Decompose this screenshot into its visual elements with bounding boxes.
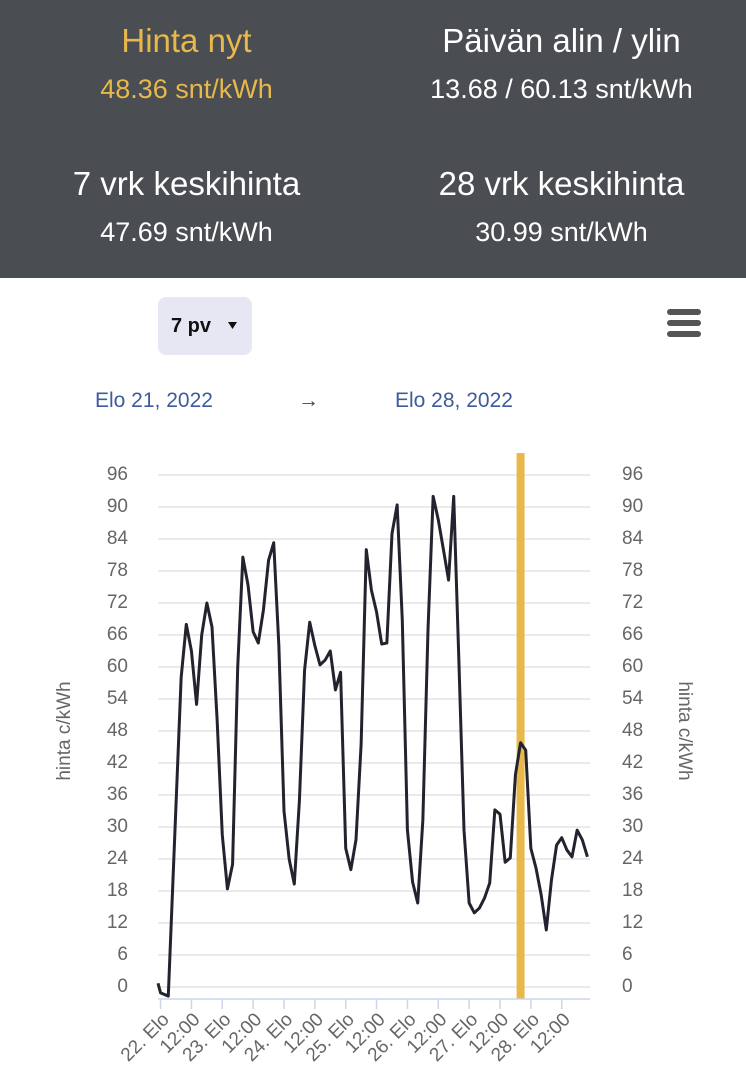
y2-tick-label: 54	[622, 688, 644, 709]
stat-title: Päivän alin / ylin	[442, 22, 681, 59]
y2-tick-label: 78	[622, 560, 643, 581]
stat-title: Hinta nyt	[121, 22, 252, 59]
header: Hinta nyt 48.36 snt/kWh Päivän alin / yli…	[0, 0, 746, 278]
y2-tick-label: 42	[622, 752, 643, 773]
stat: Hinta nyt 48.36 snt/kWh	[0, 22, 373, 105]
y-tick-label: 96	[107, 464, 128, 485]
y-axis-label: hinta c/kWh	[54, 681, 75, 780]
y2-tick-label: 84	[622, 528, 644, 549]
stat-value: 47.69 snt/kWh	[100, 217, 273, 247]
y2-tick-label: 90	[622, 496, 643, 517]
x-tick-label: 23. Elo	[179, 1009, 236, 1066]
period-label: 7 pv	[171, 315, 212, 337]
y2-tick-label: 0	[622, 976, 633, 997]
stat-title: 7 vrk keskihinta	[72, 165, 301, 202]
stat-value: 30.99 snt/kWh	[475, 217, 648, 247]
y-tick-label: 36	[107, 784, 128, 805]
stat: 7 vrk keskihinta 47.69 snt/kWh	[0, 165, 373, 248]
stat-value: 48.36 snt/kWh	[100, 74, 273, 104]
y-tick-label: 54	[107, 688, 129, 709]
y2-tick-label: 66	[622, 624, 643, 645]
range-end[interactable]: Elo 28, 2022	[395, 389, 513, 412]
x-tick-label: 27. Elo	[426, 1009, 483, 1066]
y-tick-label: 90	[107, 496, 128, 517]
period-button[interactable]: 7 pv	[158, 297, 252, 355]
y-tick-label: 24	[107, 848, 129, 869]
y-tick-label: 48	[107, 720, 128, 741]
y2-tick-label: 36	[622, 784, 643, 805]
x-tick-label: 12:00	[403, 1009, 451, 1057]
y2-tick-label: 6	[622, 944, 633, 965]
x-tick-label: 12:00	[526, 1009, 574, 1057]
current-time-band	[516, 453, 525, 999]
y-tick-label: 60	[107, 656, 128, 677]
x-tick-label: 12:00	[218, 1009, 266, 1057]
y-tick-label: 0	[117, 976, 128, 997]
stat: Päivän alin / ylin 13.68 / 60.13 snt/kWh	[375, 22, 746, 105]
stat-value: 13.68 / 60.13 snt/kWh	[430, 74, 693, 104]
y-tick-label: 6	[117, 944, 128, 965]
y2-tick-label: 18	[622, 880, 643, 901]
x-tick-label: 12:00	[341, 1009, 389, 1057]
stat: 28 vrk keskihinta 30.99 snt/kWh	[375, 165, 746, 248]
menu-button[interactable]	[667, 309, 701, 337]
y2-tick-label: 24	[622, 848, 644, 869]
x-tick-label: 12:00	[156, 1009, 204, 1057]
range-start[interactable]: Elo 21, 2022	[95, 389, 213, 412]
y2-tick-label: 72	[622, 592, 643, 613]
y2-tick-label: 12	[622, 912, 643, 933]
y2-tick-label: 96	[622, 464, 643, 485]
y-tick-label: 84	[107, 528, 129, 549]
x-tick-label: 28. Elo	[487, 1009, 544, 1066]
x-tick-label: 24. Elo	[240, 1009, 297, 1066]
y-tick-label: 72	[107, 592, 128, 613]
stat-title: 28 vrk keskihinta	[438, 165, 685, 202]
y2-tick-label: 48	[622, 720, 643, 741]
range-arrow: →	[298, 389, 319, 412]
y-tick-label: 12	[107, 912, 128, 933]
x-tick-label: 12:00	[465, 1009, 513, 1057]
y-tick-label: 18	[107, 880, 128, 901]
y-tick-label: 78	[107, 560, 128, 581]
price-line	[156, 494, 589, 998]
y2-tick-label: 60	[622, 656, 643, 677]
y-tick-label: 30	[107, 816, 128, 837]
x-tick-label: 25. Elo	[302, 1009, 359, 1066]
x-tick-label: 22. Elo	[117, 1009, 174, 1066]
x-tick-label: 26. Elo	[364, 1009, 421, 1066]
y2-axis-label: hinta c/kWh	[674, 681, 695, 780]
y2-tick-label: 30	[622, 816, 643, 837]
dropdown-caret	[228, 322, 237, 329]
y-tick-label: 42	[107, 752, 128, 773]
y-tick-label: 66	[107, 624, 128, 645]
x-tick-label: 12:00	[279, 1009, 327, 1057]
